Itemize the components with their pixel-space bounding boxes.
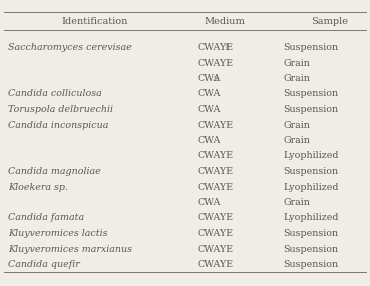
Text: CWAYE: CWAYE [198, 152, 234, 160]
Text: Candida famata: Candida famata [8, 214, 84, 223]
Text: Candida inconspicua: Candida inconspicua [8, 120, 108, 130]
Text: 2: 2 [214, 75, 218, 83]
Text: Candida colliculosa: Candida colliculosa [8, 90, 102, 98]
Text: Candida magnoliae: Candida magnoliae [8, 167, 101, 176]
Text: CWAYE: CWAYE [198, 182, 234, 192]
Text: Grain: Grain [283, 120, 310, 130]
Text: Sample: Sample [312, 17, 349, 27]
Text: Suspension: Suspension [283, 43, 338, 52]
Text: CWA: CWA [198, 90, 221, 98]
Text: Toruspola delbruechii: Toruspola delbruechii [8, 105, 113, 114]
Text: CWA: CWA [198, 105, 221, 114]
Text: CWAYE: CWAYE [198, 260, 234, 269]
Text: Kluyveromices marxianus: Kluyveromices marxianus [8, 245, 132, 253]
Text: Kluyveromices lactis: Kluyveromices lactis [8, 229, 108, 238]
Text: Suspension: Suspension [283, 229, 338, 238]
Text: Medium: Medium [205, 17, 245, 27]
Text: Suspension: Suspension [283, 167, 338, 176]
Text: Grain: Grain [283, 198, 310, 207]
Text: Kloekera sp.: Kloekera sp. [8, 182, 68, 192]
Text: CWA: CWA [198, 198, 221, 207]
Text: Suspension: Suspension [283, 105, 338, 114]
Text: Lyophilized: Lyophilized [283, 152, 339, 160]
Text: CWAYE: CWAYE [198, 214, 234, 223]
Text: CWAYE: CWAYE [198, 245, 234, 253]
Text: Grain: Grain [283, 59, 310, 67]
Text: Grain: Grain [283, 136, 310, 145]
Text: CWA: CWA [198, 74, 221, 83]
Text: Candida quefir: Candida quefir [8, 260, 80, 269]
Text: Grain: Grain [283, 74, 310, 83]
Text: CWAYE: CWAYE [198, 229, 234, 238]
Text: Lyophilized: Lyophilized [283, 182, 339, 192]
Text: 1: 1 [225, 44, 229, 52]
Text: Suspension: Suspension [283, 90, 338, 98]
Text: Identification: Identification [62, 17, 128, 27]
Text: CWA: CWA [198, 136, 221, 145]
Text: Suspension: Suspension [283, 260, 338, 269]
Text: CWAYE: CWAYE [198, 120, 234, 130]
Text: Suspension: Suspension [283, 245, 338, 253]
Text: CWAYE: CWAYE [198, 43, 234, 52]
Text: CWAYE: CWAYE [198, 59, 234, 67]
Text: Saccharomyces cerevisae: Saccharomyces cerevisae [8, 43, 132, 52]
Text: CWAYE: CWAYE [198, 167, 234, 176]
Text: Lyophilized: Lyophilized [283, 214, 339, 223]
